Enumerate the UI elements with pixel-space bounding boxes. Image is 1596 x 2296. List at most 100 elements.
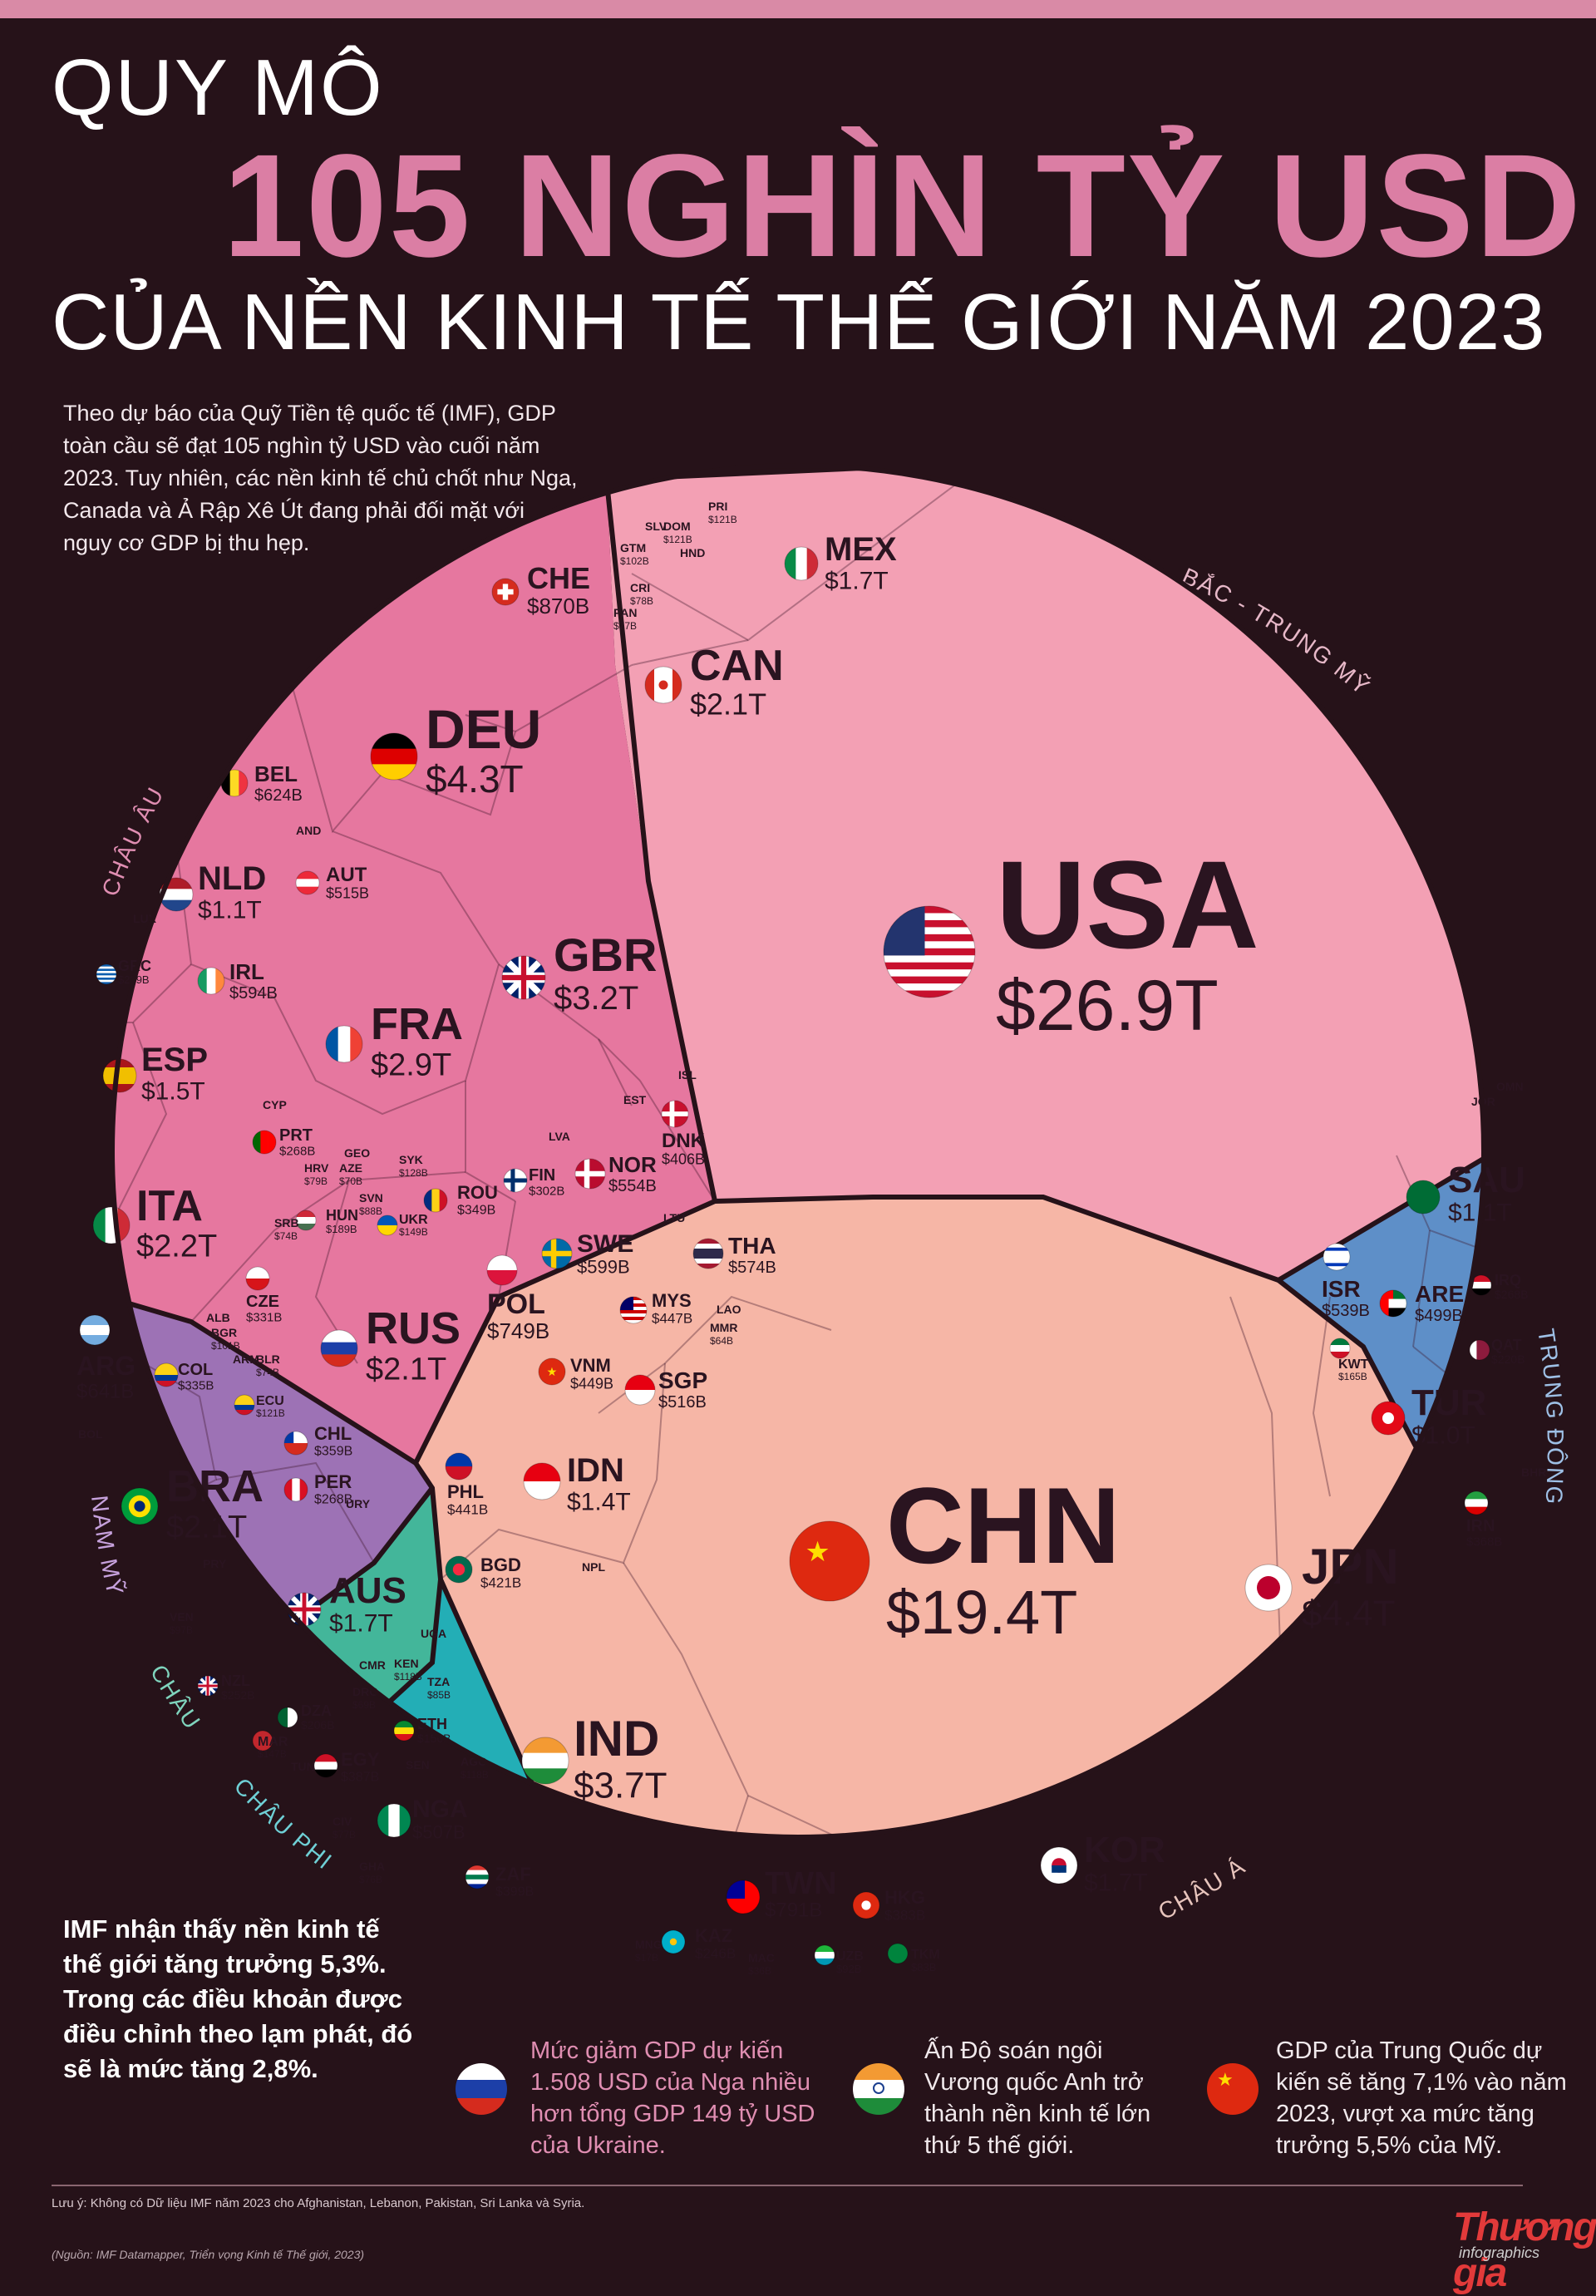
country-code-isl: ISL [678, 1068, 697, 1081]
subcell-border-3 [290, 681, 517, 834]
country-value-aut: $515B [326, 885, 369, 902]
region-cell-2 [1278, 1072, 1484, 1563]
title-line-2: 105 NGHÌN TỶ USD [223, 125, 1583, 288]
country-value-nld: $1.1T [198, 897, 262, 924]
arg-flag-icon [79, 1314, 111, 1346]
rus-flag-icon [320, 1329, 358, 1367]
tur-flag-icon [1371, 1401, 1406, 1436]
country-code-chn: CHN [886, 1465, 1121, 1586]
source-note: (Nguồn: IMF Datamapper, Triển vọng Kinh … [52, 2248, 365, 2261]
region-border-5 [112, 1278, 417, 1466]
region-cell-4 [112, 1280, 432, 1654]
usa-flag-icon [883, 905, 976, 998]
fact-india: Ấn Độ soán ngôi Vương quốc Anh trở thành… [924, 2037, 1151, 2159]
country-code-dnk: DNK [662, 1130, 706, 1152]
country-code-lao: LAO [717, 1303, 741, 1316]
per-flag-icon [283, 1477, 308, 1502]
country-value-prt: $268B [279, 1144, 315, 1158]
country-code-ven: VEN [170, 1610, 194, 1623]
country-code-tza: TZA [427, 1675, 450, 1688]
country-code-blr: BLR [256, 1352, 280, 1366]
country-code-nzl: NZL [221, 1673, 250, 1689]
nga-flag-icon [377, 1803, 411, 1838]
subcell-border-18 [664, 1795, 749, 1837]
country-value-per: $268B [314, 1492, 352, 1506]
subcell-border-1 [631, 639, 749, 666]
country-code-bhr: BHR [1521, 1466, 1546, 1479]
country-code-eth: ETH [417, 1716, 447, 1732]
country-value-can: $2.1T [690, 687, 766, 721]
country-value-eth: $156B [417, 1732, 451, 1745]
country-code-kwt: KWT [1338, 1357, 1369, 1372]
subcell-border-2 [515, 664, 633, 732]
uzb-flag-icon [814, 1944, 835, 1966]
nld-flag-icon [159, 877, 194, 912]
country-code-ago: AGO [461, 1755, 487, 1768]
qat-flag-icon [1469, 1339, 1490, 1361]
subcell-border-28 [116, 1346, 218, 1530]
country-code-pol: POL [487, 1288, 545, 1320]
country-value-svn: $88B [359, 1205, 382, 1217]
russia-flag-icon [456, 2063, 507, 2115]
country-code-che: CHE [527, 561, 590, 595]
country-value-blr: $74B [256, 1367, 279, 1378]
mys-flag-icon [619, 1296, 648, 1324]
nzl-flag-icon [197, 1675, 219, 1697]
country-value-bgr: $101B [211, 1340, 240, 1352]
country-value-zaf: $399B [495, 1885, 534, 1899]
country-code-syk: SYK [399, 1153, 423, 1166]
ind-flag-icon [521, 1737, 569, 1785]
chart-outline [110, 463, 1486, 1840]
country-value-are: $499B [1415, 1307, 1463, 1325]
tkm-flag-icon [887, 1943, 909, 1964]
country-code-grc: GRC [118, 958, 151, 974]
region-label-1: CHÂU ÂU [97, 782, 170, 899]
region-border-4 [413, 1199, 717, 1465]
region-label-3: TRUNG ĐÔNG [1533, 1327, 1569, 1506]
country-code-are: ARE [1415, 1281, 1464, 1307]
country-value-usa: $26.9T [996, 966, 1219, 1046]
chl-flag-icon [283, 1431, 308, 1456]
country-code-ecu: ECU [256, 1394, 284, 1408]
hun-flag-icon [295, 1210, 317, 1231]
subcell-border-22 [1362, 1346, 1447, 1505]
region-cell-5 [112, 1488, 441, 1754]
country-code-usa: USA [996, 835, 1259, 974]
country-code-jor: JOR [1471, 1095, 1495, 1108]
country-code-lva: LVA [549, 1130, 570, 1143]
country-code-egy: EGY [341, 1749, 380, 1770]
country-code-svn: SVN [359, 1191, 383, 1205]
country-value-tur: $1.0T [1411, 1422, 1475, 1450]
ita-flag-icon [92, 1206, 131, 1244]
bra-flag-icon [121, 1487, 159, 1525]
subcell-border-0 [631, 466, 982, 642]
svg-text:★: ★ [547, 1366, 558, 1379]
country-value-ven: $97B [170, 1624, 193, 1636]
region-border-6 [413, 1461, 584, 1837]
country-value-pri: $121B [708, 514, 737, 525]
irl-flag-icon [197, 967, 225, 995]
country-code-pry: PRY [203, 1557, 227, 1570]
country-value-dnk: $406B [662, 1151, 705, 1168]
vnm-flag-icon: ★ [538, 1357, 566, 1386]
region-cell-3 [416, 1197, 1446, 1837]
country-code-cze: CZE [246, 1293, 279, 1311]
country-value-deu: $4.3T [426, 757, 524, 801]
country-value-hrv: $79B [304, 1175, 328, 1187]
country-code-gtm: GTM [620, 541, 646, 554]
twn-flag-icon [726, 1880, 761, 1914]
country-code-aus: AUS [329, 1570, 406, 1611]
subcell-border-19 [856, 1854, 873, 2037]
country-value-kwt: $165B [1338, 1371, 1367, 1382]
country-value-ukr: $149B [399, 1226, 428, 1238]
country-code-qat: QAT [1491, 1337, 1522, 1353]
country-code-phl: PHL [447, 1481, 484, 1502]
country-code-mng: MNG [635, 1938, 663, 1951]
phl-flag-icon [445, 1452, 473, 1481]
prt-flag-icon [252, 1130, 277, 1155]
subcell-border-4 [273, 830, 500, 1116]
zaf-flag-icon [465, 1865, 490, 1890]
country-value-hun: $189B [326, 1223, 357, 1235]
isr-flag-icon [1323, 1243, 1351, 1271]
gbr-flag-icon [501, 955, 546, 1000]
